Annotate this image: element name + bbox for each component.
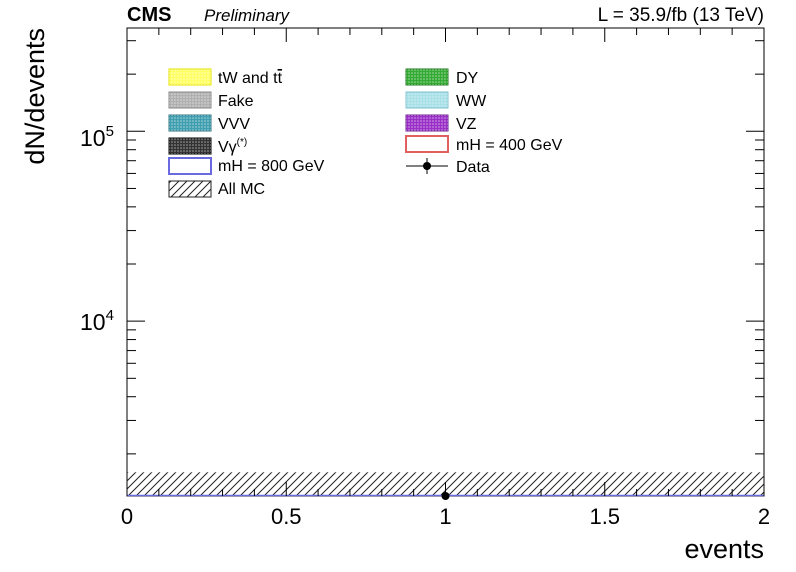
x-tick-label: 0	[121, 504, 133, 529]
legend-label-mh400: mH = 400 GeV	[456, 137, 563, 154]
legend-swatch-mh400	[405, 135, 449, 153]
vgamma-sup: (*)	[237, 137, 248, 148]
legend-label-dy: DY	[456, 70, 479, 87]
overbar-t: t	[278, 70, 283, 87]
svg-text:105: 105	[80, 123, 114, 151]
y-tick-label-1e4: 104	[80, 307, 114, 335]
y-tick-label-1e5: 105	[80, 123, 114, 151]
legend-label-vvv: VVV	[218, 116, 250, 133]
svg-text:104: 104	[80, 307, 114, 335]
y-tick-exp: 5	[106, 123, 114, 140]
legend-swatch-data	[406, 158, 448, 174]
legend: tW and tt Fake VVV Vγ(*) mH = 800 GeV Al…	[168, 68, 563, 198]
y-tick-base: 10	[80, 125, 106, 151]
legend-swatch-mh800	[168, 157, 212, 175]
x-tick-label: 0.5	[271, 504, 302, 529]
y-tick-base: 10	[80, 309, 106, 335]
y-axis-title: dN/devents	[20, 28, 50, 165]
legend-label-mh800: mH = 800 GeV	[218, 158, 325, 175]
status-label: Preliminary	[204, 6, 291, 25]
x-tick-label: 2	[758, 504, 770, 529]
legend-label-ww: WW	[456, 93, 487, 110]
lumi-label: L = 35.9/fb (13 TeV)	[598, 5, 764, 26]
legend-label-data: Data	[456, 159, 490, 176]
x-tick-label: 1	[439, 504, 451, 529]
legend-label-vz: VZ	[456, 116, 477, 133]
legend-label-allmc: All MC	[218, 181, 265, 198]
experiment-label: CMS	[127, 4, 171, 26]
data-point	[441, 492, 450, 500]
legend-label-vgamma: Vγ(*)	[218, 137, 247, 156]
y-tick-exp: 4	[106, 307, 114, 324]
legend-label-fake: Fake	[218, 93, 254, 110]
x-axis-title: events	[684, 534, 764, 564]
legend-label-tw-tt: tW and tt	[218, 70, 283, 87]
legend-swatch-allmc	[168, 180, 212, 198]
x-tick-label: 1.5	[589, 504, 620, 529]
